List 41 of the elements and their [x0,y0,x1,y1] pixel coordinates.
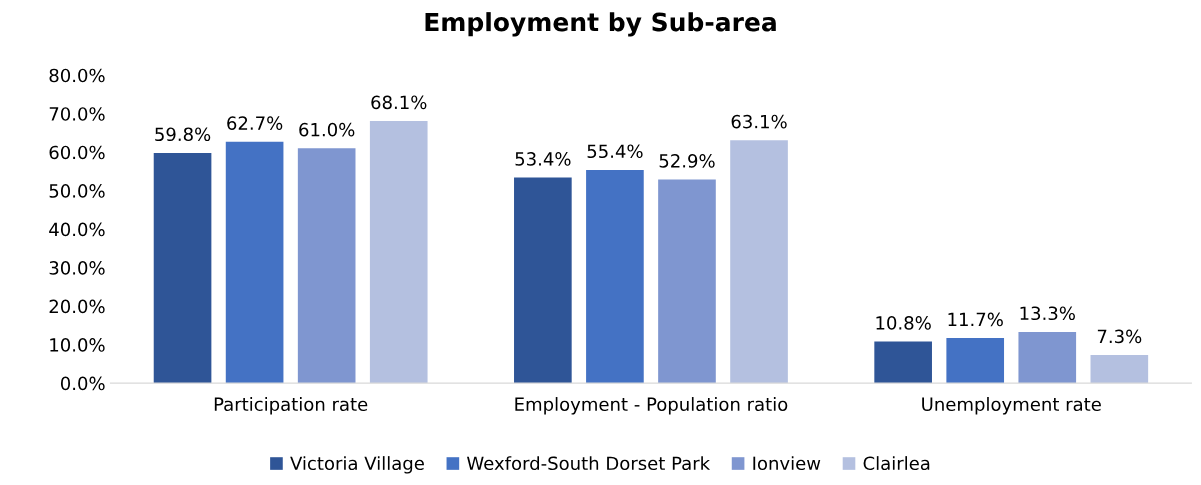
data-label: 59.8% [155,127,211,142]
data-label: 68.1% [371,95,427,110]
y-tick-label: 10.0% [50,338,105,352]
y-tick-label: 60.0% [49,145,105,160]
y-tick-label: 80.0% [49,68,105,83]
y-tick-label: 70.0% [49,107,105,121]
x-tick-label: Unemployment rate [922,397,1101,415]
y-tick-label: 20.0% [49,299,105,314]
bar [514,177,572,384]
x-tick-label: Employment - Population ratio [515,397,788,415]
data-label: 55.4% [587,144,643,159]
legend-label: Victoria Village [290,456,424,474]
data-label: 52.9% [659,154,715,168]
bar [658,179,716,384]
bar [297,148,356,384]
data-label: 61.0% [299,122,355,137]
y-tick-label: 50.0% [49,184,105,198]
bar [586,169,644,384]
legend-label: Ionview [753,456,821,471]
bar [153,152,212,384]
bar [730,140,788,384]
bar [874,341,932,384]
data-label: 11.7% [948,312,1003,327]
data-label: 13.3% [1020,306,1075,321]
legend-label: Clairlea [863,456,930,471]
bar [946,338,1005,384]
data-label: 63.1% [731,114,787,129]
legend-label: Wexford-South Dorset Park [467,456,711,471]
bar [1090,355,1149,384]
data-label: 62.7% [227,116,283,130]
y-tick-label: 40.0% [49,222,105,237]
bar [369,120,428,384]
bar [225,141,284,384]
y-tick-label: 0.0% [60,376,105,391]
y-tick-label: 30.0% [49,261,105,275]
x-tick-label: Participation rate [214,397,368,415]
data-label: 53.4% [515,152,571,166]
bar [1018,331,1077,384]
chart-title: Employment by Sub-area [425,12,776,37]
data-label: 7.3% [1097,329,1142,344]
data-label: 10.8% [876,316,931,330]
